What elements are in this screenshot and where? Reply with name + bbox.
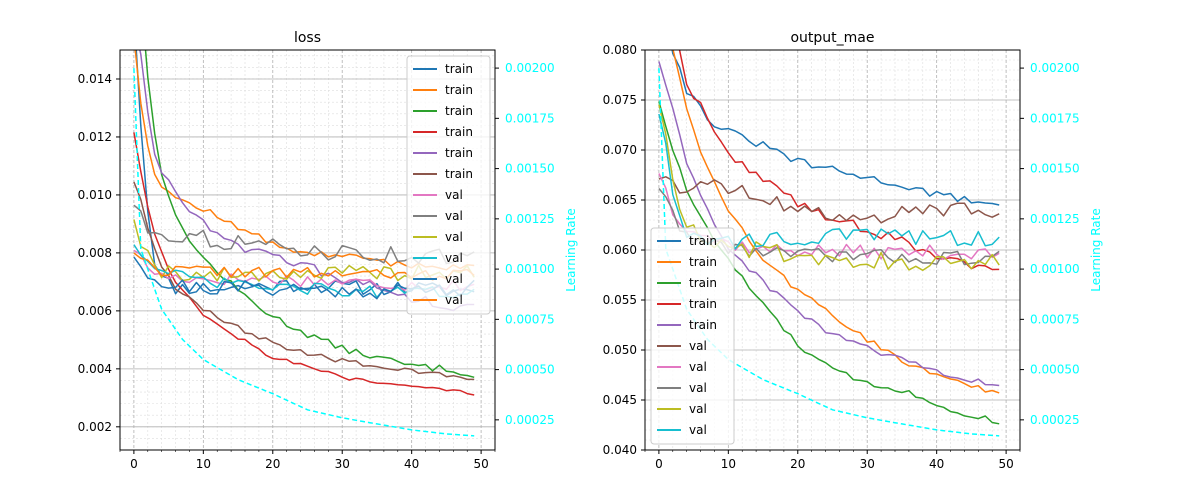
legend-label: val: [689, 402, 707, 416]
x-tick-label: 50: [998, 457, 1013, 471]
y2-tick-label: 0.00050: [505, 363, 555, 377]
y2-tick-label: 0.00025: [1030, 413, 1080, 427]
legend-label: val: [445, 251, 463, 265]
series-line-train-2: [144, 50, 475, 379]
y-tick-label: 0.006: [78, 304, 112, 318]
legend-label: val: [689, 339, 707, 353]
legend-label: train: [445, 125, 473, 139]
legend-label: train: [689, 255, 717, 269]
series-line-train-4: [658, 61, 1000, 387]
y-tick-label: 0.010: [78, 188, 112, 202]
series-line-train-5: [133, 181, 475, 381]
legend-label: train: [689, 234, 717, 248]
y-tick-label: 0.080: [603, 43, 637, 57]
chart-panel-0: 0 10 20 30 40 50 0.002 0.004 0.006 0.008 0.010 0.01…: [78, 30, 578, 471]
legend: train train train train train train val val val v…: [406, 55, 491, 315]
legend-label: train: [445, 146, 473, 160]
y2-tick-label: 0.00075: [1030, 312, 1080, 326]
legend: train train train train train val val val val val: [650, 227, 735, 445]
legend-label: val: [445, 293, 463, 307]
legend-label: train: [445, 167, 473, 181]
chart-title: loss: [294, 30, 321, 46]
legend-label: val: [445, 272, 463, 286]
legend-label: train: [689, 276, 717, 290]
y-tick-label: 0.008: [78, 246, 112, 260]
legend-label: train: [689, 297, 717, 311]
x-tick-label: 20: [790, 457, 805, 471]
y-tick-label: 0.045: [603, 393, 637, 407]
legend-box: [406, 55, 491, 315]
x-tick-label: 0: [655, 457, 663, 471]
y2-tick-label: 0.00100: [1030, 262, 1080, 276]
y2-tick-label: 0.00175: [505, 111, 555, 125]
y2-tick-label: 0.00150: [1030, 162, 1080, 176]
y2-tick-label: 0.00200: [505, 61, 555, 75]
y-tick-label: 0.014: [78, 72, 112, 86]
series-line-val-5: [658, 176, 1000, 224]
series-line-train-1: [672, 50, 1000, 394]
y-tick-label: 0.040: [603, 443, 637, 457]
legend-label: train: [445, 104, 473, 118]
y-tick-label: 0.065: [603, 193, 637, 207]
y-tick-label: 0.070: [603, 143, 637, 157]
x-tick-label: 40: [929, 457, 944, 471]
chart-panel-1: 0 10 20 30 40 50 0.040 0.045 0.050 0.055 0.060 0.06…: [603, 30, 1103, 471]
legend-label: train: [445, 62, 473, 76]
x-tick-label: 40: [404, 457, 419, 471]
y2-tick-label: 0.00175: [1030, 111, 1080, 125]
legend-label: val: [689, 381, 707, 395]
y-tick-label: 0.075: [603, 93, 637, 107]
x-tick-label: 10: [721, 457, 736, 471]
legend-label: val: [445, 188, 463, 202]
x-tick-label: 20: [265, 457, 280, 471]
x-tick-label: 30: [335, 457, 350, 471]
legend-label: val: [445, 209, 463, 223]
y-tick-label: 0.012: [78, 130, 112, 144]
legend-label: train: [689, 318, 717, 332]
y2-tick-label: 0.00050: [1030, 363, 1080, 377]
y-tick-label: 0.002: [78, 420, 112, 434]
y-tick-label: 0.050: [603, 343, 637, 357]
y2-tick-label: 0.00125: [1030, 212, 1080, 226]
chart-title: output_mae: [790, 30, 874, 46]
y-tick-label: 0.055: [603, 293, 637, 307]
y-tick-label: 0.060: [603, 243, 637, 257]
x-tick-label: 10: [196, 457, 211, 471]
axes-frame: [119, 49, 496, 451]
x-tick-label: 50: [473, 457, 488, 471]
x-tick-label: 0: [130, 457, 138, 471]
y2-tick-label: 0.00200: [1030, 61, 1080, 75]
x-tick-label: 30: [860, 457, 875, 471]
y2-tick-label: 0.00150: [505, 162, 555, 176]
learning-rate-line: [133, 68, 475, 437]
y2-tick-label: 0.00025: [505, 413, 555, 427]
y2-axis-label: Learning Rate: [564, 208, 578, 291]
legend-label: val: [689, 423, 707, 437]
y2-axis-label: Learning Rate: [1089, 208, 1103, 291]
legend-label: val: [445, 230, 463, 244]
legend-label: val: [689, 360, 707, 374]
y2-tick-label: 0.00125: [505, 212, 555, 226]
y2-tick-label: 0.00075: [505, 312, 555, 326]
y-tick-label: 0.004: [78, 362, 112, 376]
series-line-train-0: [671, 50, 1000, 206]
legend-label: train: [445, 83, 473, 97]
y2-tick-label: 0.00100: [505, 262, 555, 276]
